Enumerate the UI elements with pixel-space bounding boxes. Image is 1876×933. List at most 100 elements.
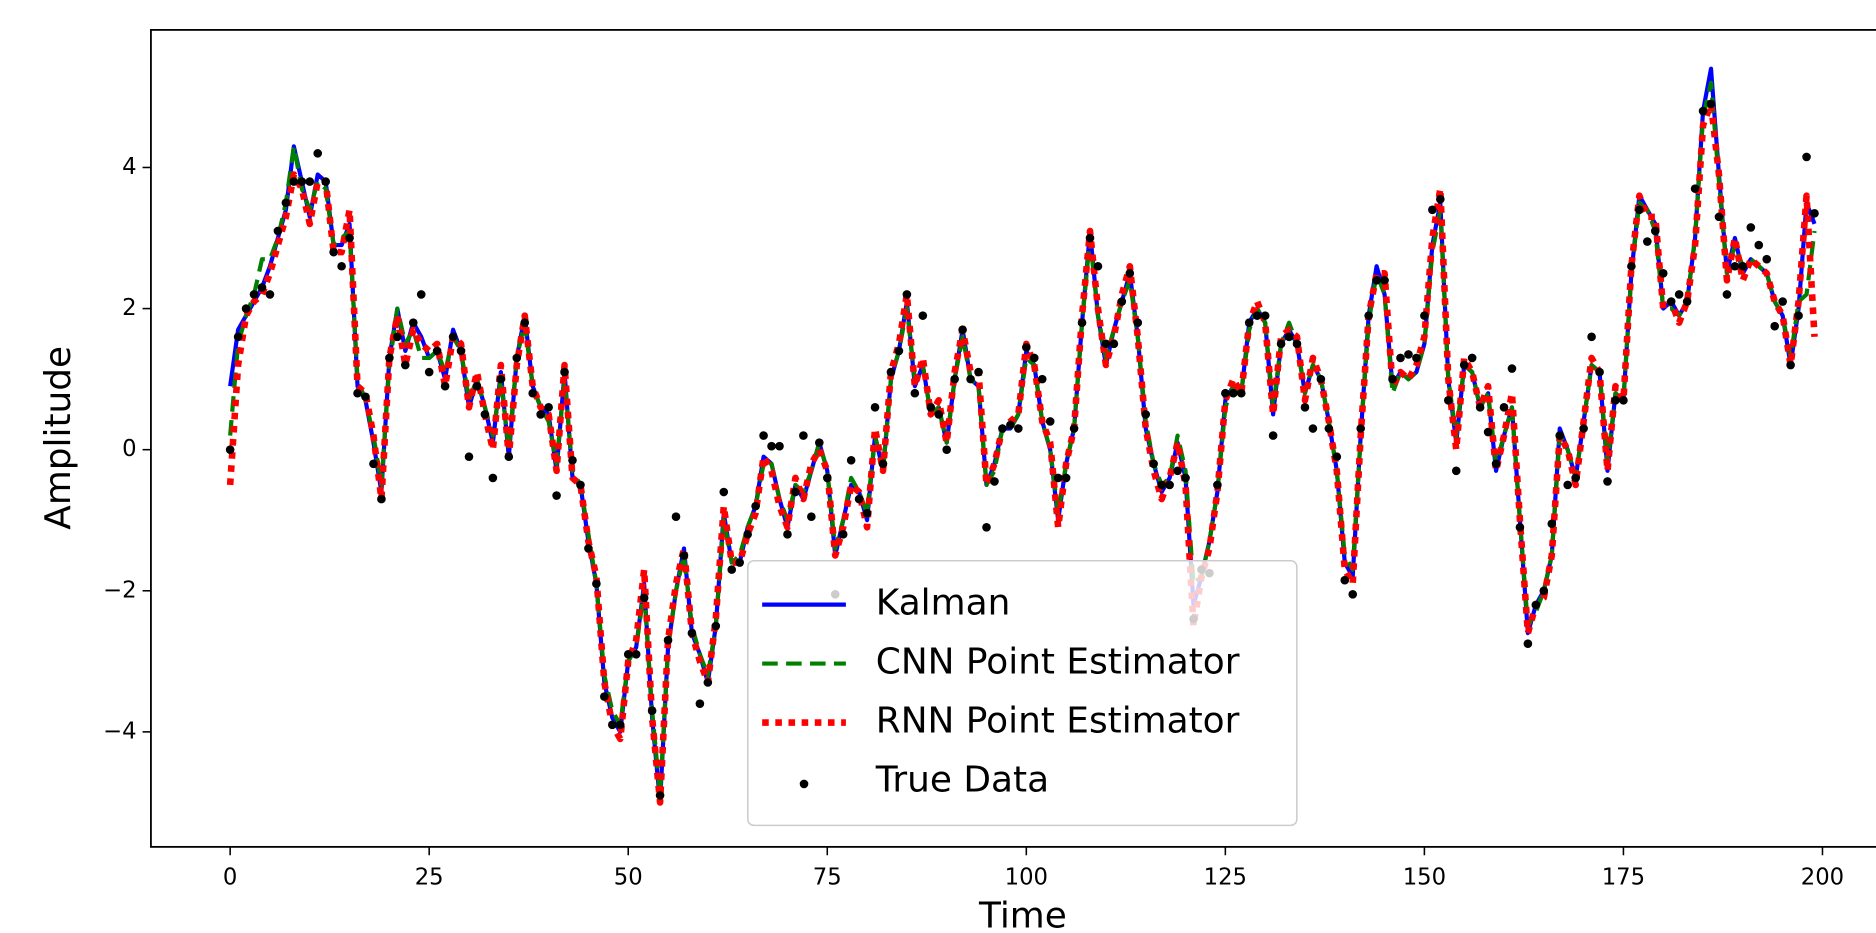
data-point [1324,424,1334,433]
data-point [1603,477,1612,486]
data-point [488,473,498,483]
data-point [1117,297,1127,306]
data-point [584,544,593,553]
x-tick-label: 0 [223,864,237,890]
data-point [1332,452,1342,462]
data-point [1611,395,1620,405]
data-point [1316,374,1326,384]
data-point [345,233,354,243]
legend-box [747,559,1298,827]
data-point [1244,318,1254,327]
data-point [281,198,291,208]
data-point [1165,480,1174,490]
data-point [1260,311,1270,320]
data-point [1276,339,1286,349]
data-point [687,628,697,638]
data-point [1475,403,1485,412]
y-axis-label: Amplitude [38,346,79,530]
x-tick-label: 25 [415,864,444,890]
data-point [1388,374,1397,384]
legend-label: True Data [875,760,1049,801]
data-point [1555,431,1565,440]
data-point [1006,420,1015,430]
data-point [918,311,928,320]
data-point [1762,254,1772,264]
data-point [735,558,744,567]
data-point [1037,374,1047,384]
data-point [1045,417,1055,426]
data-point [783,530,792,539]
data-point [751,501,760,511]
data-point [353,388,362,398]
data-point [1014,424,1023,433]
x-tick-label: 200 [1801,864,1844,890]
x-axis-label: Time [978,895,1067,933]
data-point [1563,480,1573,490]
data-point [1300,403,1310,412]
data-point [1420,311,1429,320]
data-point [743,530,752,539]
data-point [1340,575,1350,585]
data-point [1221,388,1230,398]
data-point [1141,410,1151,419]
data-point [1229,388,1238,398]
data-point [1690,184,1700,193]
data-point [815,438,824,447]
data-point [1627,261,1636,271]
data-point [1125,268,1135,278]
data-point [424,367,434,377]
data-point [1133,318,1143,327]
data-point [639,593,649,603]
data-point [623,649,633,659]
data-point [416,290,426,299]
data-point [910,388,920,398]
data-point [1666,297,1676,306]
data-point [1794,311,1803,320]
data-point [990,477,999,486]
data-point [1746,223,1756,232]
data-point [1483,427,1493,437]
data-point [233,332,243,342]
data-point [1722,290,1732,299]
legend-marker [799,779,809,789]
data-point [791,487,800,497]
data-point [775,441,784,451]
data-point [1698,106,1708,116]
plot-frame [150,29,1876,848]
data-point [1810,209,1819,218]
y-tick-label: −4 [103,718,137,744]
data-point [1069,424,1079,433]
data-point [448,332,458,342]
data-point [600,692,609,701]
data-point [1380,276,1389,285]
data-point [265,290,275,299]
data-point [1292,339,1302,349]
data-point [1022,343,1031,352]
data-point [1372,276,1381,285]
data-point [663,635,673,645]
y-tick-label: 4 [122,154,136,180]
data-point [241,304,251,313]
data-point [1181,473,1190,483]
data-point [1459,360,1469,370]
plot-area [225,66,1819,806]
data-point [1643,237,1652,246]
data-point [520,318,530,327]
data-point [321,177,330,186]
data-point [1236,388,1246,398]
data-point [568,455,577,465]
data-point [894,346,904,356]
data-point [361,392,370,402]
data-point [1738,261,1748,271]
data-point [671,512,681,522]
data-point [1436,194,1445,204]
data-point [512,353,522,363]
data-point [1268,431,1278,440]
data-point [647,706,657,716]
data-point [886,367,896,377]
data-point [472,381,482,391]
data-point [1077,318,1087,327]
data-point [432,346,442,356]
data-point [297,177,307,186]
data-point [1730,261,1740,271]
